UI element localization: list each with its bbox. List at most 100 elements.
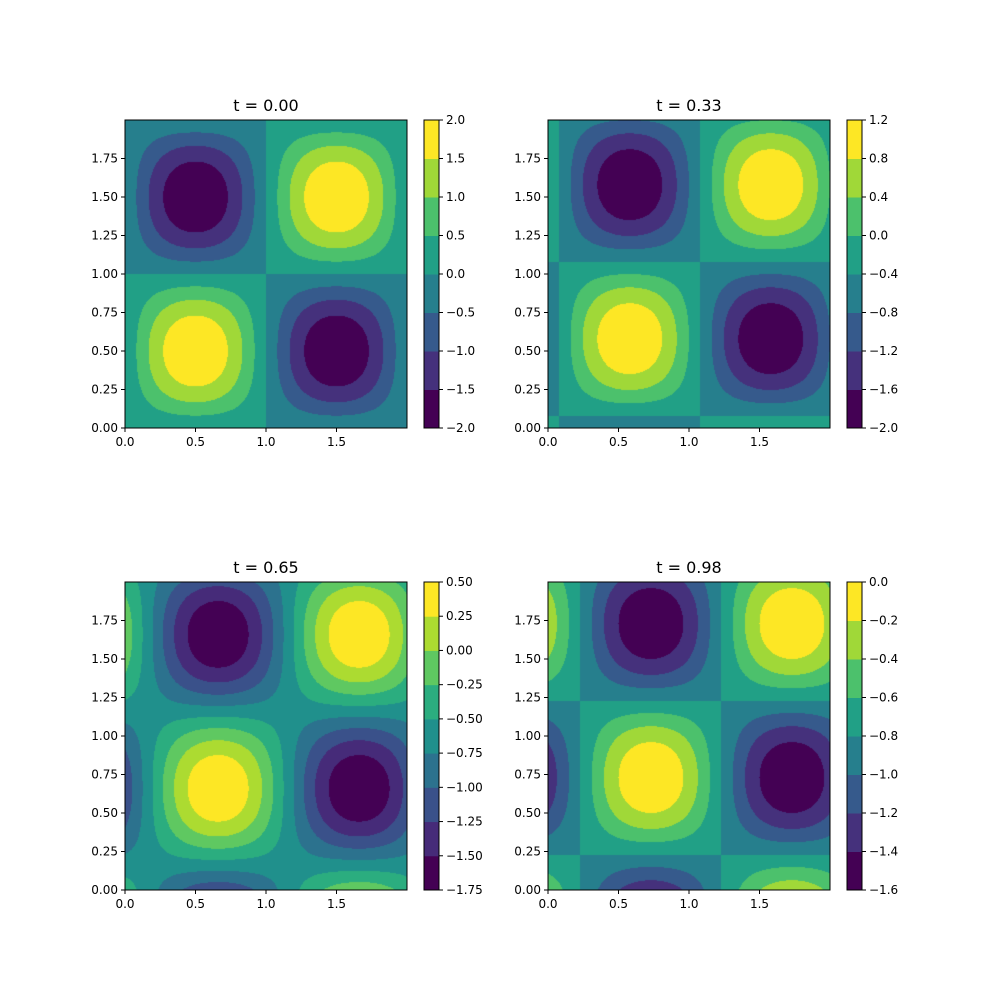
panel-1: 0.0 0.5 1.0 1.50.000.250.500.751.001.251.50… bbox=[91, 96, 475, 449]
colorbar-band bbox=[847, 197, 862, 236]
y-tick-label: 1.50 bbox=[91, 190, 118, 204]
y-tick-label: 0.25 bbox=[91, 845, 118, 859]
x-tick-label: 0.5 bbox=[186, 897, 205, 911]
y-tick-label: 0.00 bbox=[91, 421, 118, 435]
colorbar-band bbox=[424, 650, 439, 686]
colorbar-band bbox=[847, 158, 862, 198]
colorbar-tick-label: −1.0 bbox=[869, 768, 898, 782]
panel-title: t = 0.98 bbox=[656, 558, 721, 577]
colorbar-band bbox=[424, 684, 439, 720]
colorbar-band bbox=[847, 582, 862, 621]
y-tick-label: 0.50 bbox=[514, 344, 541, 358]
colorbar-band bbox=[424, 197, 439, 236]
colorbar-frame bbox=[423, 581, 440, 891]
y-tick-label: 1.25 bbox=[91, 229, 118, 243]
colorbar-band bbox=[847, 120, 862, 159]
colorbar-band bbox=[847, 851, 862, 891]
x-tick-label: 0.0 bbox=[538, 897, 557, 911]
colorbar-band bbox=[424, 120, 439, 159]
y-tick-label: 0.00 bbox=[91, 883, 118, 897]
x-tick-label: 1.0 bbox=[256, 435, 275, 449]
colorbar-band bbox=[847, 235, 862, 275]
y-tick-label: 0.75 bbox=[91, 768, 118, 782]
x-tick-label: 0.5 bbox=[186, 435, 205, 449]
x-tick-label: 0.5 bbox=[609, 897, 628, 911]
colorbar-band bbox=[424, 389, 439, 429]
y-tick-label: 1.25 bbox=[514, 691, 541, 705]
colorbar-tick-label: −0.4 bbox=[869, 267, 898, 281]
colorbar: −1.75 −1.50 −1.25 −1.00 −0.75 −0.50 −0.25 0.00 0… bbox=[423, 575, 483, 897]
colorbar-tick-label: 0.0 bbox=[869, 229, 888, 243]
colorbar-band bbox=[424, 158, 439, 198]
panel-2: 0.0 0.5 1.0 1.5 0.00 0.25 0.50 0.75 1.00 1.25 1.50… bbox=[514, 96, 898, 449]
colorbar-tick-label: −1.75 bbox=[446, 883, 483, 897]
colorbar-tick-label: 1.2 bbox=[869, 113, 888, 127]
y-tick-label: 1.75 bbox=[91, 152, 118, 166]
colorbar-tick-label: −1.5 bbox=[446, 383, 475, 397]
colorbar-tick-label: 1.0 bbox=[446, 190, 465, 204]
contour-field bbox=[125, 582, 407, 890]
colorbar-tick-label: 0.00 bbox=[446, 643, 473, 657]
panel-3: 0.0 0.5 1.0 1.5 0.00 0.25 0.50 0.75 1.00 1.25 1.50… bbox=[91, 558, 483, 911]
contour-field bbox=[125, 120, 407, 428]
colorbar-tick-label: 2.0 bbox=[446, 113, 465, 127]
colorbar-band bbox=[424, 616, 439, 651]
colorbar-tick-label: −1.2 bbox=[869, 806, 898, 820]
panel-4: 0.0 0.5 1.0 1.5 0.00 0.25 0.50 0.75 1.00 1.25 1.50… bbox=[514, 558, 898, 911]
colorbar-tick-label: −0.4 bbox=[869, 652, 898, 666]
colorbar-band bbox=[424, 351, 439, 390]
panel-title: t = 0.00 bbox=[233, 96, 298, 115]
y-tick-label: 0.25 bbox=[514, 845, 541, 859]
colorbar-tick-label: −0.8 bbox=[869, 306, 898, 320]
contour-field bbox=[548, 582, 830, 890]
colorbar: −2.0 −1.6 −1.2 −0.8 −0.4 0.0 0.4 0.8 1.2 bbox=[846, 113, 898, 435]
y-tick-label: 0.50 bbox=[91, 344, 118, 358]
x-tick-label: 1.5 bbox=[327, 897, 346, 911]
colorbar-band bbox=[424, 235, 439, 275]
x-tick-label: 0.0 bbox=[538, 435, 557, 449]
colorbar-tick-label: −1.6 bbox=[869, 383, 898, 397]
colorbar-band bbox=[847, 351, 862, 390]
panel-title: t = 0.65 bbox=[233, 558, 298, 577]
y-tick-label: 0.25 bbox=[91, 383, 118, 397]
y-tick-label: 1.00 bbox=[91, 729, 118, 743]
colorbar-band bbox=[847, 389, 862, 429]
x-tick-label: 1.5 bbox=[750, 435, 769, 449]
colorbar-tick-label: −1.2 bbox=[869, 344, 898, 358]
x-tick-label: 1.0 bbox=[256, 897, 275, 911]
colorbar-band bbox=[847, 620, 862, 660]
y-tick-label: 1.50 bbox=[514, 190, 541, 204]
y-tick-label: 0.50 bbox=[514, 806, 541, 820]
x-tick-label: 0.0 bbox=[115, 435, 134, 449]
y-tick-label: 0.75 bbox=[514, 768, 541, 782]
colorbar-tick-label: −2.0 bbox=[869, 421, 898, 435]
colorbar-tick-label: −1.6 bbox=[869, 883, 898, 897]
y-tick-label: 1.25 bbox=[514, 229, 541, 243]
colorbar-tick-label: −1.4 bbox=[869, 845, 898, 859]
x-tick-label: 1.5 bbox=[327, 435, 346, 449]
x-tick-label: 1.0 bbox=[679, 897, 698, 911]
colorbar-tick-label: −0.50 bbox=[446, 712, 483, 726]
colorbar-tick-label: 0.8 bbox=[869, 152, 888, 166]
colorbar-band bbox=[424, 718, 439, 754]
colorbar-tick-label: 0.50 bbox=[446, 575, 473, 589]
colorbar-band bbox=[424, 582, 439, 617]
colorbar-band bbox=[424, 274, 439, 313]
y-tick-label: 1.75 bbox=[514, 614, 541, 628]
panel-title: t = 0.33 bbox=[656, 96, 721, 115]
x-tick-label: 1.5 bbox=[750, 897, 769, 911]
colorbar-band bbox=[424, 821, 439, 857]
colorbar-tick-label: −1.0 bbox=[446, 344, 475, 358]
y-tick-label: 0.00 bbox=[514, 883, 541, 897]
colorbar-band bbox=[424, 753, 439, 788]
y-tick-label: 1.75 bbox=[514, 152, 541, 166]
colorbar-tick-label: −0.25 bbox=[446, 678, 483, 692]
colorbar-tick-label: 0.4 bbox=[869, 190, 888, 204]
colorbar-band bbox=[847, 312, 862, 352]
colorbar-band bbox=[847, 659, 862, 698]
colorbar-tick-label: 0.25 bbox=[446, 609, 473, 623]
colorbar-tick-label: −1.25 bbox=[446, 815, 483, 829]
colorbar-tick-label: 0.0 bbox=[446, 267, 465, 281]
y-tick-label: 0.50 bbox=[91, 806, 118, 820]
